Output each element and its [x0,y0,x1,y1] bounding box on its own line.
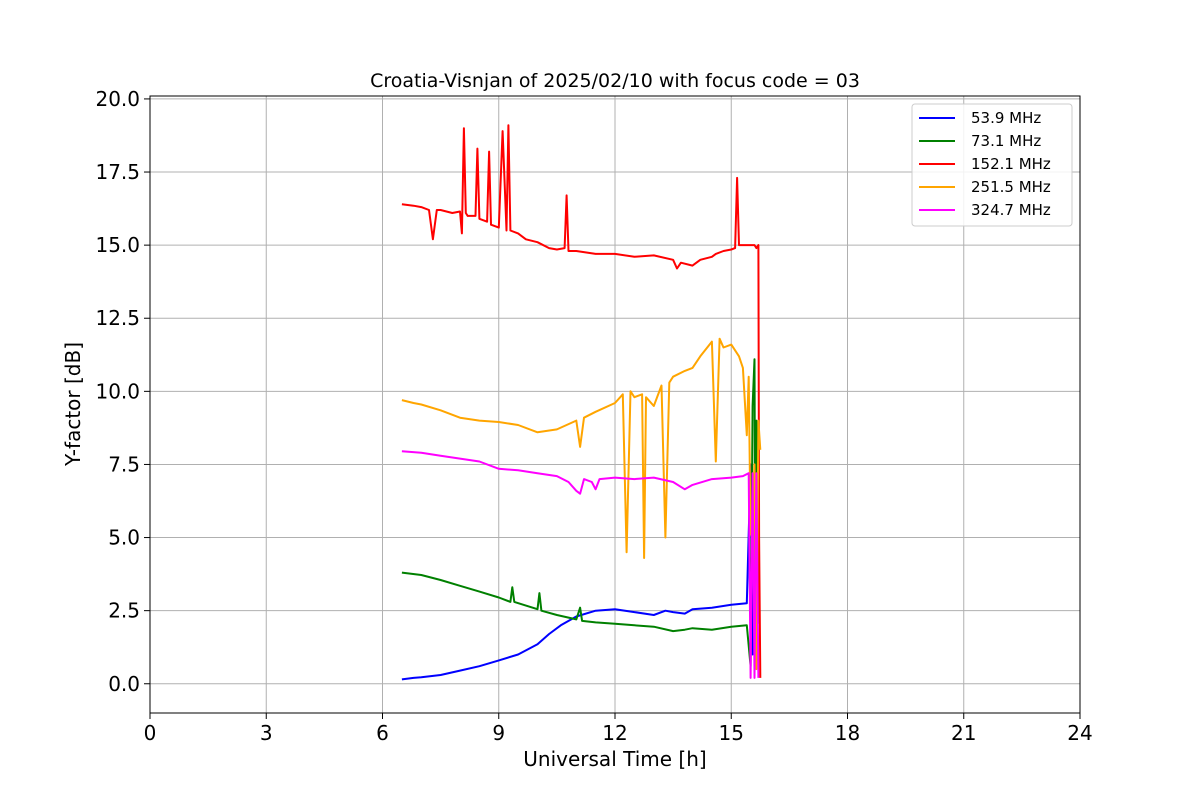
legend-label: 152.1 MHz [971,155,1051,173]
y-tick-label: 2.5 [108,599,140,623]
y-tick-label: 5.0 [108,526,140,550]
x-tick-label: 6 [376,721,389,745]
y-tick-label: 17.5 [95,160,140,184]
legend-label: 324.7 MHz [971,201,1051,219]
x-tick-label: 0 [144,721,157,745]
legend-label: 53.9 MHz [971,109,1041,127]
y-tick-label: 7.5 [108,452,140,476]
legend: 53.9 MHz 73.1 MHz 152.1 MHz 251.5 MHz 324.7… [911,103,1073,227]
legend-label: 73.1 MHz [971,132,1041,150]
x-tick-label: 12 [602,721,627,745]
x-tick-label: 24 [1067,721,1092,745]
legend-box [911,103,1073,227]
series-line-4 [401,450,760,679]
legend-label: 251.5 MHz [971,178,1051,196]
series-line-3 [401,337,762,671]
axis-ticks: 0 3 6 9 12 15 18 21 24 0.0 2.5 5.0 7.5 10.0 12.5 15.0 17… [95,87,1092,745]
y-tick-label: 12.5 [95,306,140,330]
chart-title: Croatia-Visnjan of 2025/02/10 with focus… [370,70,860,92]
y-tick-label: 0.0 [108,672,140,696]
x-tick-label: 18 [835,721,860,745]
y-tick-label: 15.0 [95,233,140,257]
y-tick-label: 10.0 [95,379,140,403]
x-tick-label: 15 [719,721,744,745]
y-axis-label: Y-factor [dB] [61,342,85,467]
x-axis-label: Universal Time [h] [523,747,706,771]
series-line-2 [401,124,762,678]
x-tick-label: 9 [492,721,505,745]
x-tick-label: 3 [260,721,273,745]
series-lines [401,124,762,681]
x-tick-label: 21 [951,721,976,745]
y-tick-label: 20.0 [95,87,140,111]
